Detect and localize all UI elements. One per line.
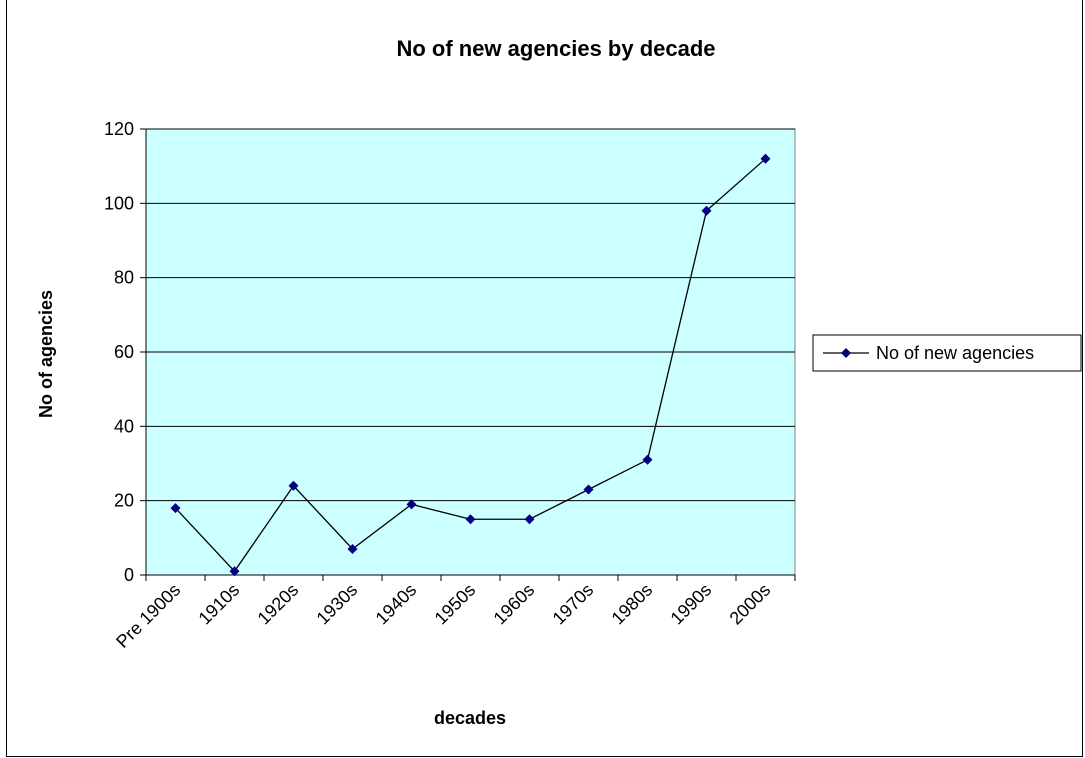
legend-marker-sample xyxy=(841,348,851,358)
data-point-marker xyxy=(642,454,653,465)
y-tick-label: 120 xyxy=(104,119,134,139)
data-point-marker xyxy=(701,205,712,216)
y-tick-label: 20 xyxy=(114,491,134,511)
data-point-marker xyxy=(760,153,771,164)
y-tick-label: 60 xyxy=(114,342,134,362)
chart-title: No of new agencies by decade xyxy=(396,36,715,61)
gridlines xyxy=(146,128,795,502)
y-axis: 0 20 40 60 80 100 120 xyxy=(104,119,147,585)
data-point-marker xyxy=(465,514,476,525)
data-point-marker xyxy=(288,480,299,491)
x-tick-label: 1980s xyxy=(608,580,657,629)
x-tick-label: 1960s xyxy=(490,580,539,629)
x-tick-label: 2000s xyxy=(726,580,775,629)
x-tick-label: 1920s xyxy=(254,580,303,629)
data-point-marker xyxy=(583,484,594,495)
chart-frame xyxy=(6,0,1083,757)
x-tick-label: 1970s xyxy=(549,580,598,629)
y-tick-label: 80 xyxy=(114,268,134,288)
data-point-marker xyxy=(347,543,358,554)
x-tick-label: 1910s xyxy=(195,580,244,629)
x-tick-label: 1940s xyxy=(372,580,421,629)
x-tick-label: Pre 1900s xyxy=(112,580,184,652)
x-axis-title: decades xyxy=(434,708,506,728)
x-tick-label: 1990s xyxy=(667,580,716,629)
x-axis: Pre 1900s 1910s 1920s 1930s 1940s 1950s 1960s 1… xyxy=(112,574,796,652)
y-tick-label: 100 xyxy=(104,193,134,213)
x-tick-label: 1950s xyxy=(431,580,480,629)
data-point-marker xyxy=(229,566,240,577)
y-axis-title: No of agencies xyxy=(36,290,56,418)
data-point-marker xyxy=(170,503,181,514)
data-point-marker xyxy=(406,499,417,510)
data-point-marker xyxy=(524,514,535,525)
x-tick-label: 1930s xyxy=(313,580,362,629)
series-markers xyxy=(170,153,771,577)
y-tick-label: 0 xyxy=(124,565,134,585)
legend-label: No of new agencies xyxy=(876,343,1034,363)
y-tick-label: 40 xyxy=(114,416,134,436)
legend: No of new agencies xyxy=(812,334,1082,372)
